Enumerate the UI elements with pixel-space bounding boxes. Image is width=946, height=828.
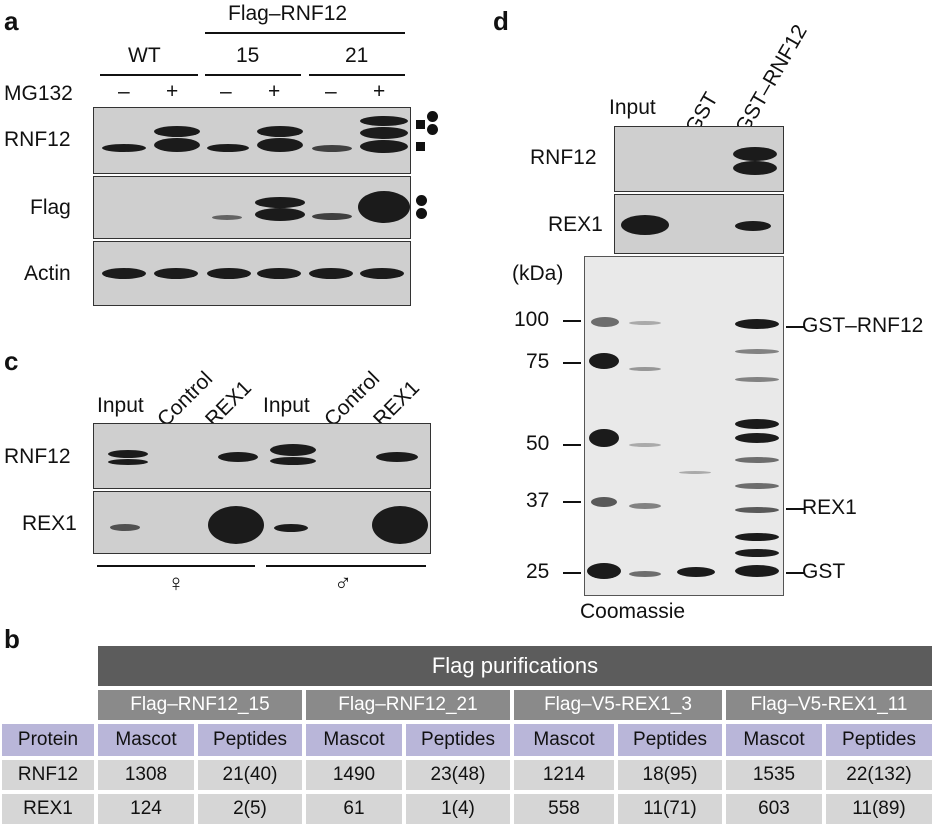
table-cell: 23(48) (406, 760, 510, 790)
gst-rnf12-tick (786, 326, 804, 328)
group-wt: WT (128, 44, 161, 67)
col-header-8: Peptides (826, 724, 932, 756)
right-label-rex1: REX1 (802, 496, 857, 519)
flag-rnf12-underline (205, 32, 405, 34)
square-marker-icon (416, 120, 425, 129)
marker-50: 50 (526, 432, 550, 455)
mg132-state-2: + (166, 80, 179, 103)
d-row-rnf12-label: RNF12 (530, 146, 597, 169)
right-label-gst: GST (802, 560, 846, 583)
col-header-6: Peptides (618, 724, 722, 756)
col-header-7: Mascot (726, 724, 822, 756)
coomassie-gel (584, 256, 784, 596)
c-row-rnf12-label: RNF12 (4, 445, 71, 468)
table-row-2-protein: REX1 (2, 794, 94, 824)
circle-marker-icon (427, 111, 438, 122)
table-cell: 11(89) (826, 794, 932, 824)
table-cell: 1490 (306, 760, 402, 790)
col-header-2: Peptides (198, 724, 302, 756)
table-cell: 1308 (98, 760, 194, 790)
table-row-1-protein: RNF12 (2, 760, 94, 790)
mg132-state-5: – (325, 80, 337, 103)
marker-100-tick (563, 320, 581, 322)
coomassie-label: Coomassie (580, 600, 686, 623)
d-row-rex1-label: REX1 (548, 213, 603, 236)
right-label-gst-rnf12: GST–RNF12 (802, 314, 924, 337)
col-header-1: Mascot (98, 724, 194, 756)
group-21: 21 (345, 44, 369, 67)
flag-rnf12-header: Flag–RNF12 (228, 2, 348, 25)
marker-37-tick (563, 501, 581, 503)
table-cell: 2(5) (198, 794, 302, 824)
protein-header: Protein (2, 724, 94, 756)
table-cell: 1(4) (406, 794, 510, 824)
marker-50-tick (563, 444, 581, 446)
panel-b-letter: b (4, 624, 20, 654)
table-cell: 1214 (514, 760, 614, 790)
row-actin-label: Actin (24, 262, 71, 285)
gst-tick (786, 572, 804, 574)
panel-d-letter: d (493, 6, 509, 36)
circle-marker-icon (416, 195, 427, 206)
mg132-state-6: + (373, 80, 386, 103)
table-cell: 21(40) (198, 760, 302, 790)
table-cell: 603 (726, 794, 822, 824)
blot-a-actin (93, 241, 411, 306)
table-cell: 1535 (726, 760, 822, 790)
group-header-1: Flag–RNF12_15 (98, 690, 302, 720)
blot-a-flag (93, 176, 411, 239)
circle-marker-icon (427, 124, 438, 135)
group-header-4: Flag–V5-REX1_11 (726, 690, 932, 720)
marker-25: 25 (526, 560, 550, 583)
wt-underline (100, 74, 198, 76)
mg132-label: MG132 (4, 82, 73, 105)
c-lane-input-1: Input (97, 394, 144, 417)
blot-a-rnf12 (93, 107, 411, 174)
rex1-tick (786, 508, 804, 510)
male-symbol: ♂ (334, 570, 352, 597)
group-header-3: Flag–V5-REX1_3 (514, 690, 722, 720)
blot-d-rex1 (614, 194, 784, 254)
blot-c-rnf12 (93, 423, 431, 489)
table-cell: 11(71) (618, 794, 722, 824)
g21-underline (309, 74, 405, 76)
mg132-state-3: – (220, 80, 232, 103)
group-header-2: Flag–RNF12_21 (306, 690, 510, 720)
table-cell: 22(132) (826, 760, 932, 790)
c-row-rex1-label: REX1 (22, 512, 77, 535)
circle-marker-icon (416, 208, 427, 219)
table-cell: 558 (514, 794, 614, 824)
col-header-4: Peptides (406, 724, 510, 756)
col-header-5: Mascot (514, 724, 614, 756)
blot-c-rex1 (93, 491, 431, 554)
mg132-state-4: + (268, 80, 281, 103)
table-title: Flag purifications (98, 646, 932, 686)
male-underline (266, 565, 426, 567)
female-underline (97, 565, 255, 567)
table-cell: 61 (306, 794, 402, 824)
marker-75: 75 (526, 350, 550, 373)
female-symbol: ♀ (167, 570, 185, 597)
table-cell: 18(95) (618, 760, 722, 790)
kda-label: (kDa) (512, 262, 564, 285)
table-cell: 124 (98, 794, 194, 824)
d-lane-gst-rnf12: GST–RNF12 (731, 20, 812, 138)
blot-d-rnf12 (614, 126, 784, 192)
c-lane-input-2: Input (263, 394, 310, 417)
marker-100: 100 (514, 308, 550, 331)
panel-c-letter: c (4, 346, 19, 376)
marker-25-tick (563, 572, 581, 574)
g15-underline (205, 74, 301, 76)
group-15: 15 (236, 44, 260, 67)
col-header-3: Mascot (306, 724, 402, 756)
panel-a-letter: a (4, 6, 19, 36)
marker-75-tick (563, 362, 581, 364)
square-marker-icon (416, 142, 425, 151)
row-rnf12-label: RNF12 (4, 128, 71, 151)
marker-37: 37 (526, 489, 550, 512)
d-lane-input: Input (609, 96, 656, 119)
mg132-state-1: – (118, 80, 130, 103)
row-flag-label: Flag (30, 196, 71, 219)
